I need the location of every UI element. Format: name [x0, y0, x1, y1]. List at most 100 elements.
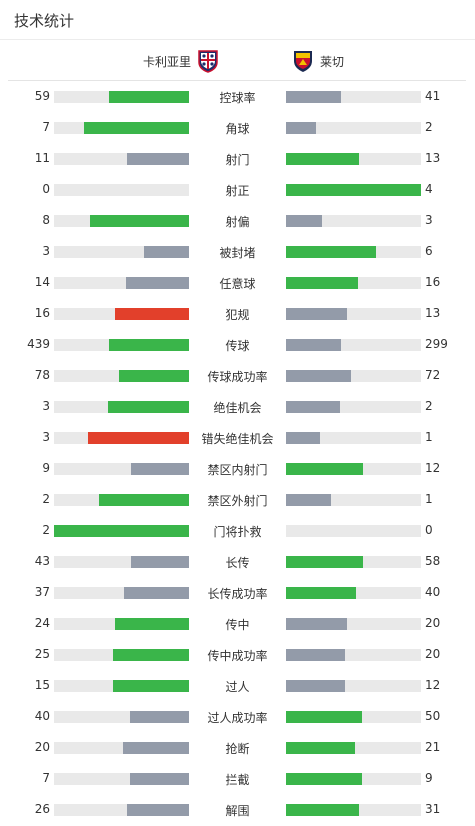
stat-row: 25 传中成功率 20 — [0, 639, 475, 670]
home-bar-track — [54, 215, 189, 227]
away-bar-track — [286, 804, 421, 816]
home-bar-fill — [123, 742, 189, 754]
stat-row: 2 禁区外射门 1 — [0, 484, 475, 515]
stat-row: 2 门将扑救 0 — [0, 515, 475, 546]
home-value: 59 — [34, 89, 50, 103]
home-value: 8 — [42, 213, 50, 227]
home-value: 7 — [42, 120, 50, 134]
home-value: 439 — [27, 337, 50, 351]
away-bar-fill — [286, 370, 351, 382]
stat-row: 37 长传成功率 40 — [0, 577, 475, 608]
stat-row: 439 传球 299 — [0, 329, 475, 360]
away-value: 20 — [425, 616, 441, 630]
home-value: 2 — [42, 492, 50, 506]
away-bar-track — [286, 215, 421, 227]
home-value: 16 — [34, 306, 50, 320]
away-value: 20 — [425, 647, 441, 661]
away-bar-track — [286, 370, 421, 382]
away-bar-fill — [286, 277, 358, 289]
away-value: 1 — [425, 430, 433, 444]
home-bar-track — [54, 711, 189, 723]
home-bar-fill — [115, 308, 189, 320]
home-bar-fill — [113, 680, 189, 692]
home-value: 78 — [34, 368, 50, 382]
home-bar-track — [54, 246, 189, 258]
stat-label: 错失绝佳机会 — [201, 432, 274, 446]
home-value: 11 — [34, 151, 50, 165]
away-bar-fill — [286, 432, 320, 444]
teams-header: 卡利亚里 莱切 — [8, 41, 466, 81]
home-value: 14 — [34, 275, 50, 289]
away-value: 58 — [425, 554, 441, 568]
home-bar-fill — [126, 277, 189, 289]
away-value: 13 — [425, 151, 441, 165]
home-value: 7 — [42, 771, 50, 785]
stat-row: 7 角球 2 — [0, 112, 475, 143]
away-value: 72 — [425, 368, 441, 382]
away-value: 12 — [425, 678, 441, 692]
stat-row: 3 错失绝佳机会 1 — [0, 422, 475, 453]
away-bar-track — [286, 246, 421, 258]
away-bar-track — [286, 308, 421, 320]
stat-row: 11 射门 13 — [0, 143, 475, 174]
home-bar-track — [54, 494, 189, 506]
away-bar-fill — [286, 401, 340, 413]
away-bar-track — [286, 525, 421, 537]
home-bar-track — [54, 153, 189, 165]
home-bar-fill — [130, 773, 189, 785]
home-bar-fill — [131, 556, 189, 568]
home-value: 3 — [42, 430, 50, 444]
away-team[interactable]: 莱切 — [292, 48, 344, 74]
stat-row: 0 射正 4 — [0, 174, 475, 205]
away-bar-track — [286, 277, 421, 289]
away-bar-fill — [286, 122, 316, 134]
home-bar-fill — [131, 463, 189, 475]
stat-row: 20 抢断 21 — [0, 732, 475, 763]
home-bar-track — [54, 91, 189, 103]
stat-label: 犯规 — [225, 308, 250, 322]
stat-row: 26 解围 31 — [0, 794, 475, 825]
home-bar-track — [54, 742, 189, 754]
away-bar-track — [286, 742, 421, 754]
away-value: 3 — [425, 213, 433, 227]
page-title: 技术统计 — [14, 12, 75, 30]
home-bar-fill — [99, 494, 189, 506]
away-bar-fill — [286, 804, 359, 816]
away-value: 31 — [425, 802, 441, 816]
stat-row: 43 长传 58 — [0, 546, 475, 577]
home-bar-fill — [88, 432, 189, 444]
home-bar-fill — [144, 246, 189, 258]
stat-row: 24 传中 20 — [0, 608, 475, 639]
home-bar-fill — [109, 339, 189, 351]
home-value: 3 — [42, 399, 50, 413]
away-bar-track — [286, 494, 421, 506]
home-value: 37 — [34, 585, 50, 599]
stat-label: 门将扑救 — [213, 525, 262, 539]
home-bar-fill — [90, 215, 189, 227]
home-bar-track — [54, 525, 189, 537]
away-bar-fill — [286, 153, 359, 165]
away-value: 40 — [425, 585, 441, 599]
away-bar-track — [286, 618, 421, 630]
away-value: 2 — [425, 399, 433, 413]
away-value: 6 — [425, 244, 433, 258]
stat-row: 3 被封堵 6 — [0, 236, 475, 267]
away-bar-fill — [286, 339, 341, 351]
away-bar-track — [286, 711, 421, 723]
away-value: 13 — [425, 306, 441, 320]
away-value: 0 — [425, 523, 433, 537]
stat-row: 40 过人成功率 50 — [0, 701, 475, 732]
home-team-name: 卡利亚里 — [142, 54, 191, 69]
home-bar-fill — [108, 401, 189, 413]
stat-label: 过人 — [225, 680, 250, 694]
away-value: 12 — [425, 461, 441, 475]
home-value: 2 — [42, 523, 50, 537]
away-value: 41 — [425, 89, 441, 103]
stat-label: 抢断 — [225, 742, 250, 756]
away-bar-fill — [286, 742, 355, 754]
away-bar-track — [286, 184, 421, 196]
away-bar-fill — [286, 246, 376, 258]
away-bar-fill — [286, 91, 341, 103]
away-bar-track — [286, 680, 421, 692]
home-team[interactable]: 卡利亚里 — [143, 48, 219, 74]
